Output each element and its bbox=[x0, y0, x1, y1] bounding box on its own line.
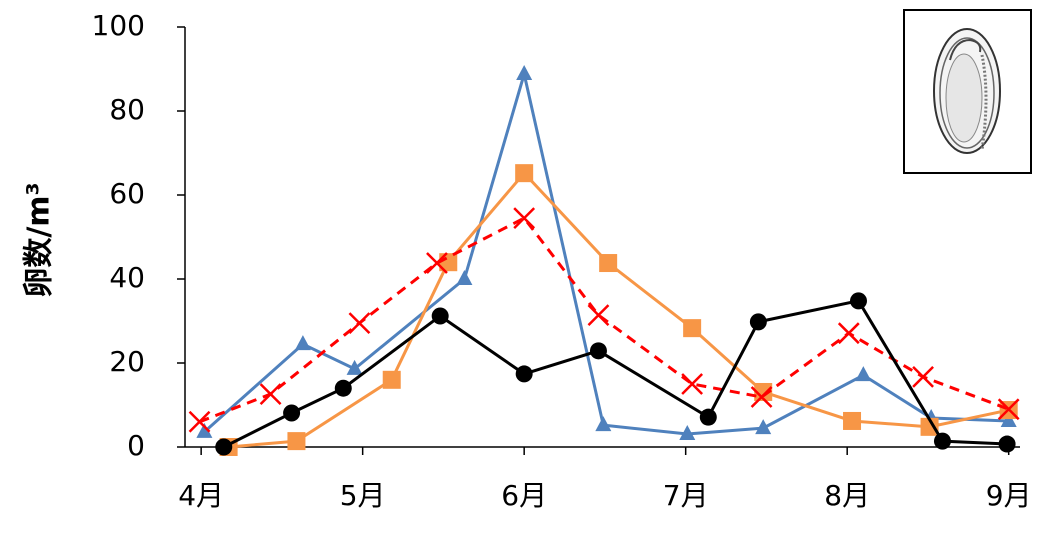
x-tick-label: 9月 bbox=[986, 479, 1032, 512]
y-tick-label: 20 bbox=[109, 345, 145, 378]
point bbox=[683, 319, 702, 338]
series-line bbox=[228, 170, 1010, 449]
point bbox=[837, 322, 860, 345]
point bbox=[346, 359, 363, 375]
point bbox=[188, 410, 211, 433]
point bbox=[456, 270, 473, 285]
inset-illustration bbox=[903, 9, 1032, 174]
point bbox=[334, 379, 352, 397]
x-tick-label: 8月 bbox=[824, 479, 870, 512]
point bbox=[515, 164, 534, 183]
series-line bbox=[203, 68, 1009, 436]
y-tick-label: 100 bbox=[92, 9, 145, 42]
point bbox=[855, 366, 872, 382]
point bbox=[348, 312, 371, 334]
y-tick-label: 60 bbox=[109, 177, 145, 210]
point bbox=[679, 424, 696, 440]
point bbox=[587, 304, 610, 327]
x-tick-label: 5月 bbox=[340, 479, 386, 512]
point bbox=[426, 252, 448, 274]
point bbox=[382, 370, 401, 389]
y-axis-label: 卵数/m³ bbox=[22, 182, 57, 297]
point bbox=[920, 417, 939, 436]
point bbox=[599, 254, 618, 273]
point bbox=[933, 432, 951, 450]
point bbox=[749, 313, 767, 331]
point bbox=[1000, 411, 1017, 427]
point bbox=[849, 292, 867, 310]
point bbox=[294, 335, 311, 351]
point bbox=[997, 398, 1020, 421]
y-tick-label: 40 bbox=[109, 261, 145, 294]
x-tick-label: 4月 bbox=[178, 479, 224, 512]
point bbox=[287, 432, 306, 451]
point bbox=[215, 438, 233, 456]
point bbox=[513, 207, 536, 229]
point bbox=[196, 422, 213, 438]
point bbox=[754, 382, 773, 401]
point bbox=[431, 307, 449, 325]
point bbox=[912, 365, 934, 388]
point bbox=[681, 373, 704, 395]
point bbox=[259, 383, 282, 405]
point bbox=[516, 65, 533, 81]
point bbox=[515, 365, 533, 383]
point bbox=[283, 404, 301, 422]
point bbox=[843, 411, 862, 430]
y-tick-label: 80 bbox=[109, 93, 145, 126]
point bbox=[750, 386, 773, 408]
y-tick-label: 0 bbox=[127, 429, 145, 462]
x-tick-label: 7月 bbox=[663, 479, 709, 512]
point bbox=[595, 416, 612, 432]
point bbox=[755, 419, 772, 435]
point bbox=[699, 408, 717, 426]
point bbox=[998, 435, 1016, 453]
x-tick-label: 6月 bbox=[501, 479, 547, 512]
point bbox=[589, 342, 607, 360]
